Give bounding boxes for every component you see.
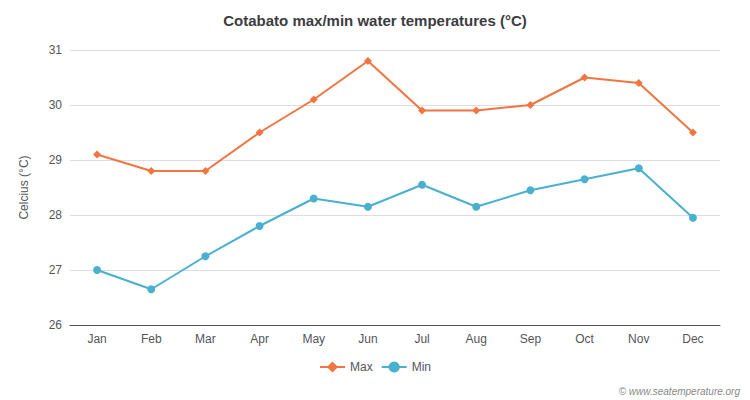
svg-text:30: 30	[49, 98, 63, 112]
svg-text:Jul: Jul	[414, 332, 429, 346]
svg-text:Apr: Apr	[250, 332, 269, 346]
svg-text:Mar: Mar	[195, 332, 216, 346]
svg-text:26: 26	[49, 318, 63, 332]
svg-text:27: 27	[49, 263, 63, 277]
svg-text:Max: Max	[350, 360, 373, 374]
svg-text:Cotabato max/min water tempera: Cotabato max/min water temperatures (°C)	[223, 12, 527, 29]
svg-text:Aug: Aug	[466, 332, 487, 346]
svg-text:29: 29	[49, 153, 63, 167]
svg-text:Jun: Jun	[358, 332, 377, 346]
svg-text:May: May	[302, 332, 325, 346]
svg-text:Feb: Feb	[141, 332, 162, 346]
svg-text:Jan: Jan	[87, 332, 106, 346]
svg-text:Celcius (°C): Celcius (°C)	[17, 155, 31, 219]
svg-text:28: 28	[49, 208, 63, 222]
svg-text:31: 31	[49, 43, 63, 57]
svg-text:Oct: Oct	[575, 332, 594, 346]
svg-text:Min: Min	[412, 360, 431, 374]
svg-text:Dec: Dec	[682, 332, 703, 346]
svg-text:Sep: Sep	[520, 332, 542, 346]
svg-text:Nov: Nov	[628, 332, 649, 346]
svg-text:© www.seatemperature.org: © www.seatemperature.org	[619, 386, 741, 397]
